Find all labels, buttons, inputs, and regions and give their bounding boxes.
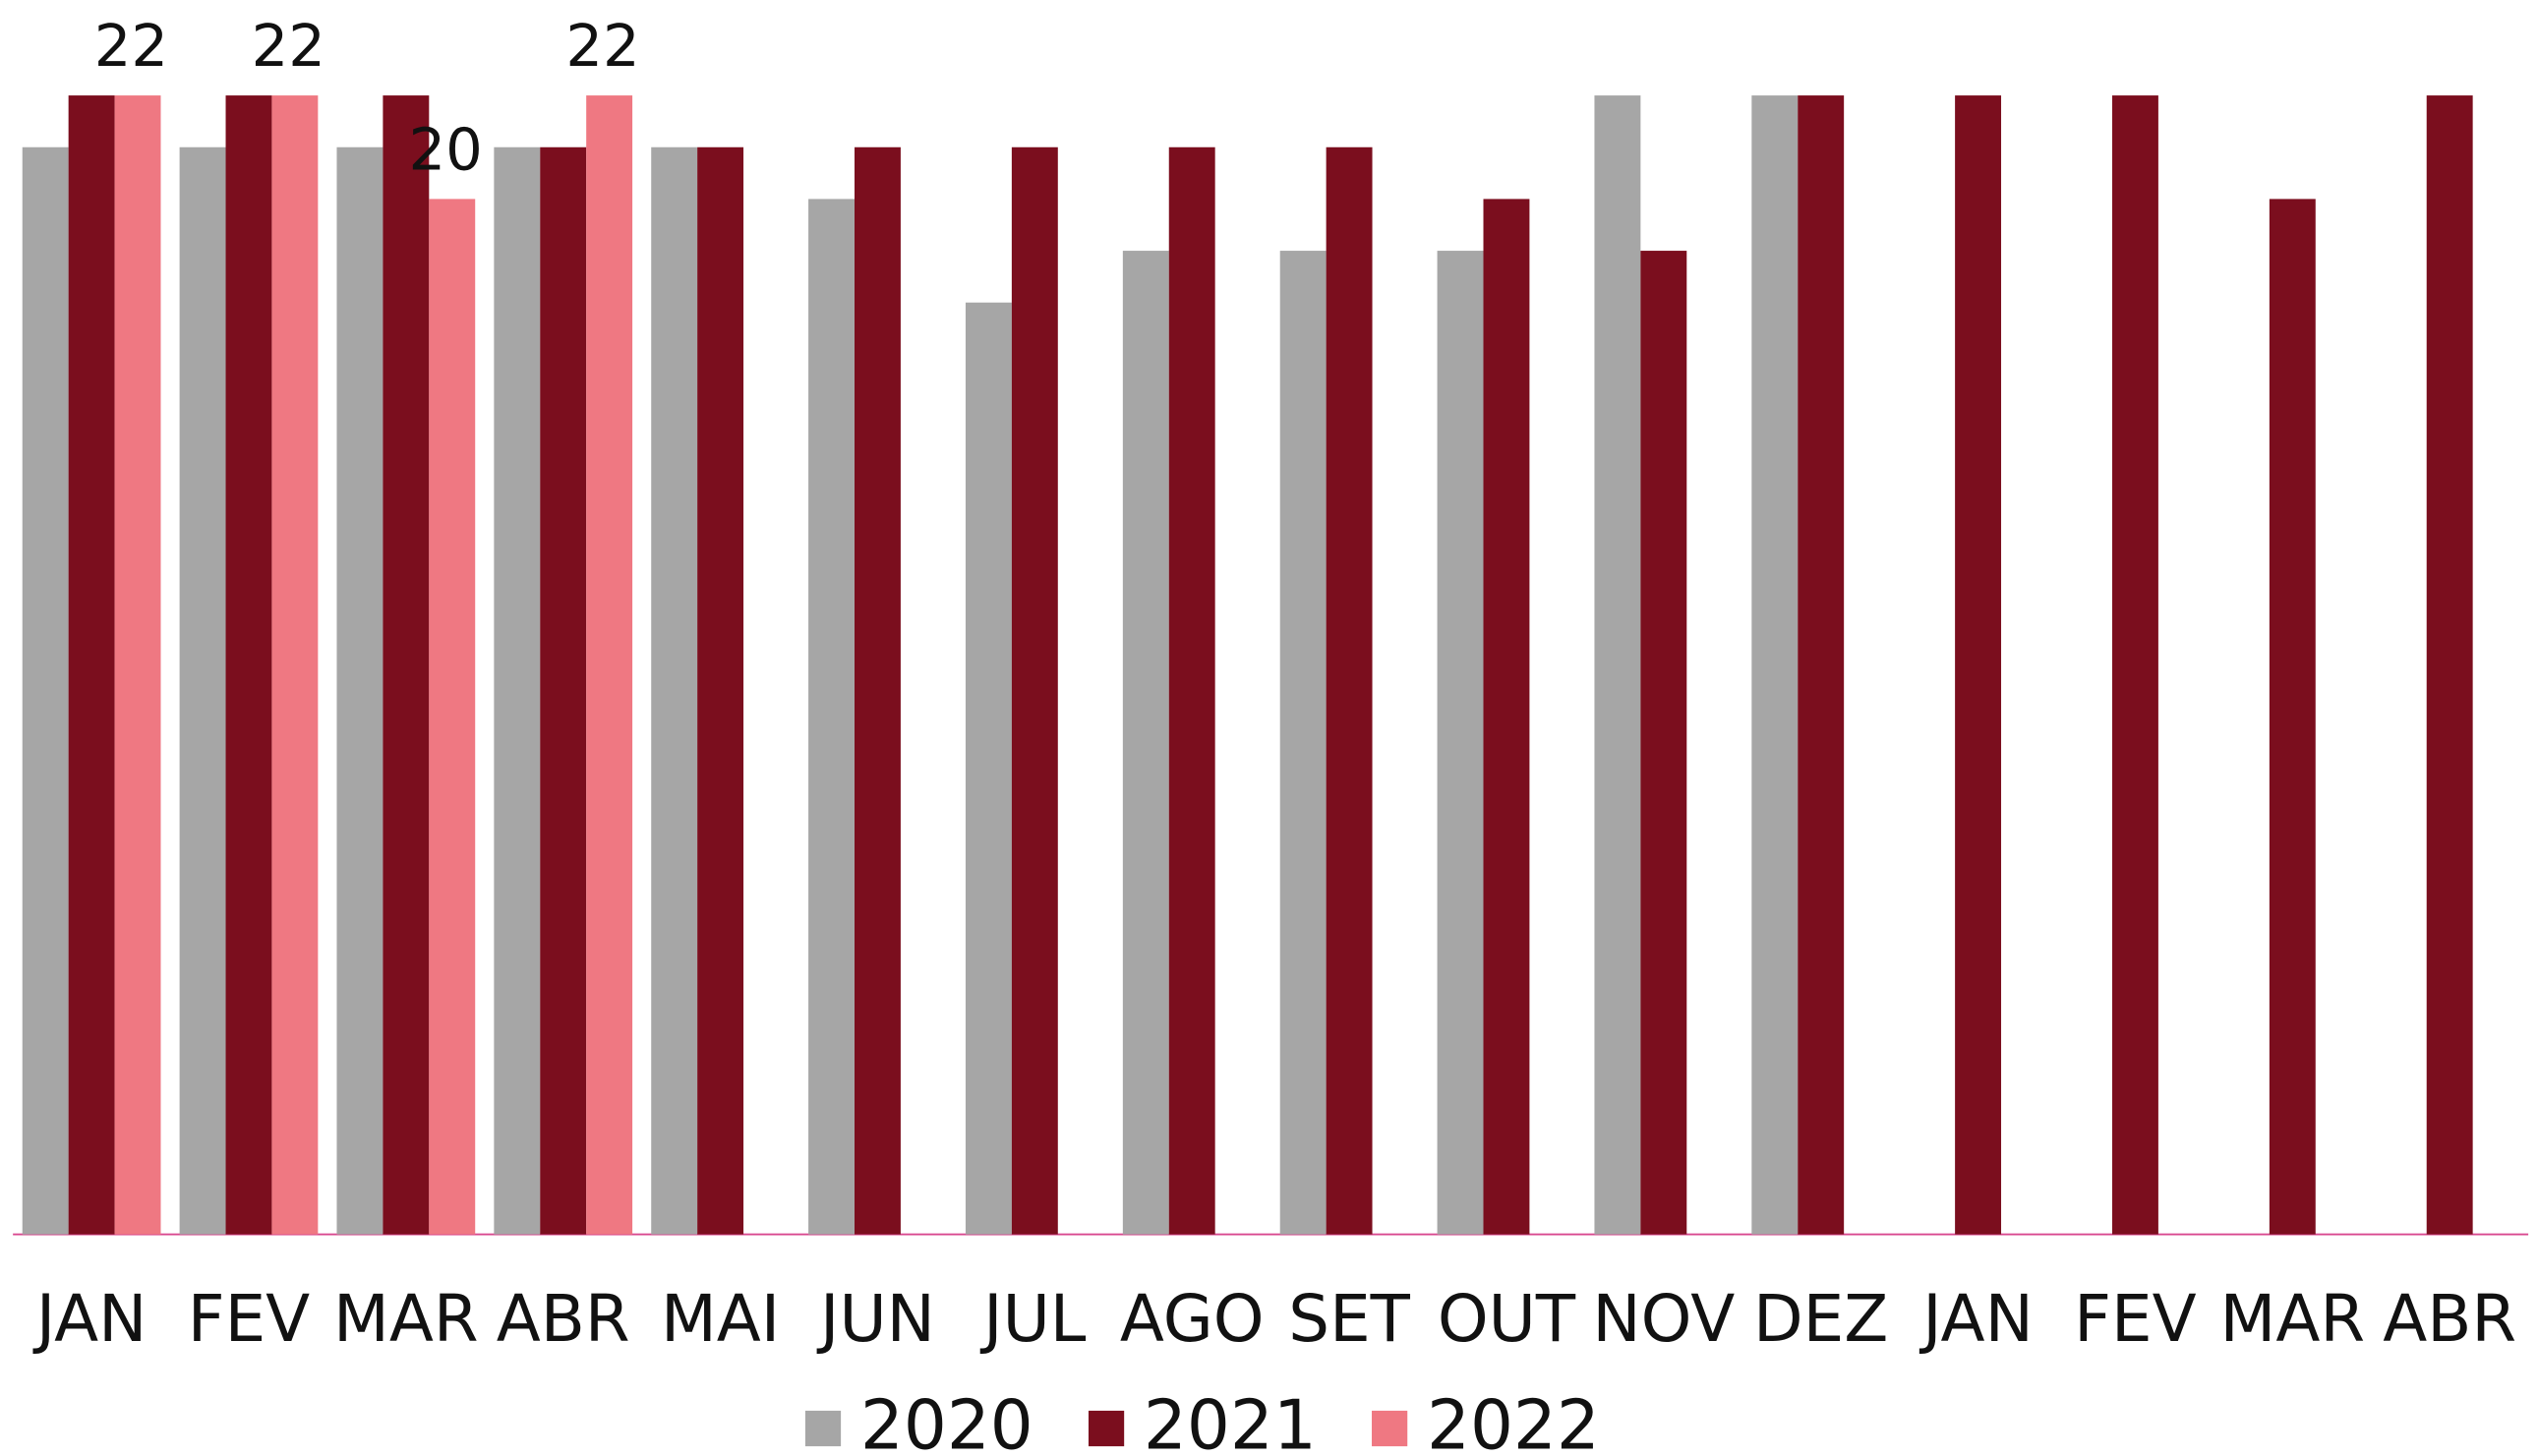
legend-label: 2021: [1144, 1387, 1317, 1456]
bar: [271, 95, 319, 1235]
x-tick-label: ABR: [497, 1281, 630, 1357]
bar: [651, 146, 698, 1235]
bar: [22, 146, 69, 1235]
bar: [1279, 251, 1327, 1235]
bar: [697, 146, 744, 1235]
bar: [1122, 251, 1169, 1235]
data-label: 20: [408, 115, 482, 183]
bar: [68, 95, 115, 1235]
bar: [1011, 146, 1058, 1235]
bar: [1798, 95, 1845, 1235]
bar: [1437, 251, 1484, 1235]
data-label: 22: [94, 12, 168, 80]
x-tick-label: MAI: [661, 1281, 780, 1357]
bar: [1955, 95, 2002, 1235]
x-tick-label: MAR: [2220, 1281, 2366, 1357]
data-label: 22: [252, 12, 325, 80]
bar: [855, 146, 901, 1235]
x-tick-label: SET: [1288, 1281, 1410, 1357]
bar: [540, 146, 587, 1235]
bar: [2269, 199, 2316, 1235]
bar: [1483, 199, 1530, 1235]
bar: [1594, 95, 1641, 1235]
bar: [1640, 251, 1687, 1235]
x-tick-label: ABR: [2383, 1281, 2516, 1357]
bar: [965, 302, 1012, 1235]
x-tick-label: FEV: [2074, 1281, 2197, 1357]
bar: [2426, 95, 2473, 1235]
legend-label: 2022: [1427, 1387, 1600, 1456]
x-tick-label: FEV: [188, 1281, 311, 1357]
bar: [1168, 146, 1215, 1235]
x-tick-label: JAN: [32, 1281, 148, 1357]
legend-swatch: [804, 1410, 842, 1447]
bar: [429, 199, 476, 1235]
bar: [336, 146, 384, 1235]
bar: [494, 146, 541, 1235]
legend-swatch: [1372, 1410, 1408, 1447]
bar: [225, 95, 272, 1235]
x-tick-label: NOV: [1592, 1281, 1735, 1357]
bar: [383, 95, 430, 1235]
bar: [1326, 146, 1373, 1235]
x-tick-label: OUT: [1438, 1281, 1576, 1357]
x-tick-label: AGO: [1120, 1281, 1265, 1357]
x-tick-label: JUL: [979, 1281, 1087, 1357]
bar: [114, 95, 161, 1235]
x-tick-label: MAR: [333, 1281, 479, 1357]
bar: [2111, 95, 2158, 1235]
x-tick-label: JUN: [816, 1281, 935, 1357]
bar: [586, 95, 633, 1235]
bar: [1751, 95, 1799, 1235]
legend-swatch: [1088, 1410, 1125, 1447]
bar: [179, 146, 226, 1235]
data-label: 22: [565, 12, 639, 80]
bar: [808, 199, 856, 1235]
legend-label: 2020: [860, 1387, 1033, 1456]
x-tick-label: JAN: [1918, 1281, 2034, 1357]
x-tick-label: DEZ: [1753, 1281, 1888, 1357]
